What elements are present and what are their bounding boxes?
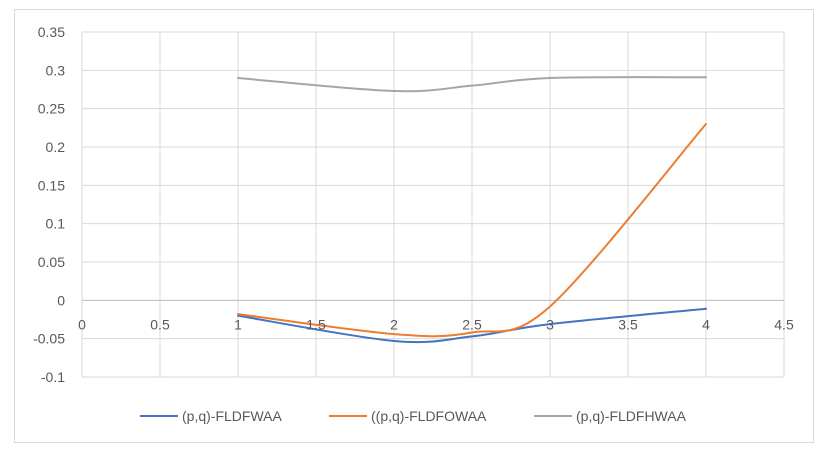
x-tick-label: 3.5 [618,316,638,332]
legend-label-1: (p,q)-FLDFWAA [182,408,282,424]
chart-frame [14,9,814,443]
x-tick-label: 2.5 [462,316,482,332]
y-tick-label: 0.2 [46,139,66,155]
x-tick-label: 1.5 [306,316,326,332]
y-tick-label: 0.05 [38,254,65,270]
series-line-2 [237,123,707,338]
legend-label-3: (p,q)-FLDFHWAA [576,408,687,424]
y-tick-labels: -0.1 -0.05 0 0.05 0.1 0.15 0.2 0.25 0.3 0.35 [33,24,65,385]
series-lines [237,76,707,344]
series-line-1 [237,307,707,344]
grid-lines [81,31,785,378]
y-tick-label: -0.05 [33,331,65,347]
x-tick-label: 4 [702,316,710,332]
y-tick-label: 0.35 [38,24,65,40]
legend-label-2: ((p,q)-FLDFOWAA [371,408,487,424]
x-tick-labels: 0 0.5 1 1.5 2 2.5 3 3.5 4 4.5 [78,316,794,332]
x-tick-label: 4.5 [774,316,794,332]
x-tick-label: 0 [78,316,86,332]
series-line-3 [237,76,707,93]
x-tick-label: 0.5 [150,316,170,332]
legend: (p,q)-FLDFWAA ((p,q)-FLDFOWAA (p,q)-FLDFHW… [140,408,687,424]
y-tick-label: -0.1 [41,369,65,385]
x-tick-label: 1 [234,316,242,332]
x-tick-label: 3 [546,316,554,332]
x-tick-label: 2 [390,316,398,332]
y-tick-label: 0.25 [38,101,65,117]
y-tick-label: 0.15 [38,177,65,193]
y-tick-label: 0 [57,292,65,308]
y-tick-label: 0.3 [46,62,66,78]
y-tick-label: 0.1 [46,216,66,232]
